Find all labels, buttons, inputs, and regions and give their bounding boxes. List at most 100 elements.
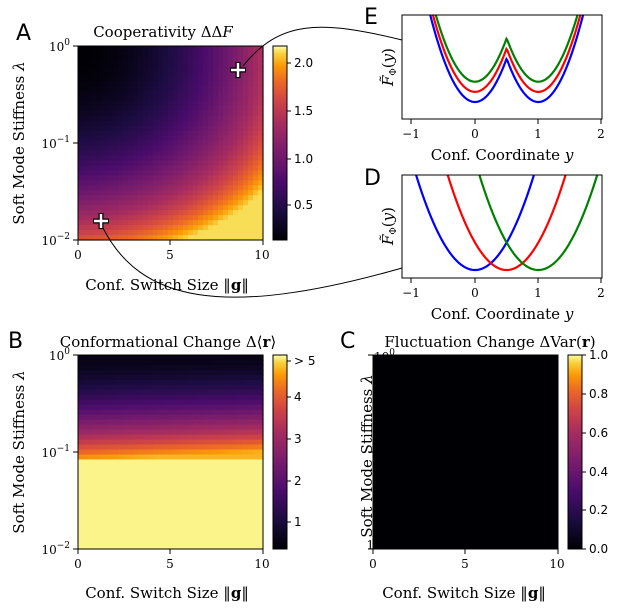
panel-a-heatmap-cell [133, 140, 139, 147]
panel-a-heatmap-cell [238, 170, 244, 176]
panel-b-heatmap-cell [148, 514, 154, 520]
panel-b-heatmap-cell [98, 504, 104, 510]
panel-b-heatmap-cell [123, 514, 129, 520]
panel-a-heatmap-cell [258, 120, 264, 127]
panel-a-heatmap-cell [238, 185, 244, 191]
panel-a-heatmap-cell [143, 46, 149, 52]
panel-b-heatmap-cell [153, 529, 159, 535]
panel-a-heatmap-cell [238, 140, 244, 147]
panel-a-heatmap-cell [193, 200, 199, 206]
panel-a-heatmap-cell [118, 70, 124, 77]
panel-a-heatmap-cell [178, 135, 184, 142]
panel-a-heatmap-cell [228, 190, 234, 196]
panel-b-heatmap-cell [108, 454, 114, 461]
panel-b-heatmap-cell [208, 379, 214, 386]
panel-a-heatmap-cell [218, 110, 224, 117]
panel-a-heatmap-cell [93, 190, 99, 196]
panel-b-heatmap-cell [153, 464, 159, 471]
panel-b-heatmap-cell [113, 454, 119, 461]
panel-b-heatmap-cell [168, 539, 174, 545]
panel-b-heatmap-cell [113, 369, 119, 376]
panel-b-heatmap-cell [113, 379, 119, 386]
panel-a-heatmap-cell [103, 185, 109, 191]
panel-b-heatmap-cell [233, 399, 239, 406]
panel-b-heatmap-cell [223, 509, 229, 515]
panel-b-heatmap-cell [238, 519, 244, 525]
panel-b-heatmap-cell [103, 404, 109, 411]
panel-b-heatmap-cell [218, 484, 224, 490]
panel-a-heatmap-cell [113, 210, 119, 216]
panel-b-heatmap-cell [178, 369, 184, 376]
panel-b-heatmap-cell [123, 444, 129, 451]
svg-text:10: 10 [549, 557, 564, 571]
panel-a-heatmap-cell [228, 80, 234, 87]
panel-b-heatmap-cell [188, 489, 194, 495]
panel-b-heatmap-cell [218, 464, 224, 471]
panel-b-heatmap-cell [203, 369, 209, 376]
panel-b-heatmap-cell [173, 429, 179, 436]
panel-a-heatmap-cell [108, 70, 114, 77]
panel-a-heatmap-cell [243, 180, 249, 186]
panel-a-heatmap-cell [148, 85, 154, 92]
panel-a-heatmap-cell [213, 160, 219, 166]
panel-b-heatmap-cell [228, 544, 234, 550]
panel-a-heatmap-cell [108, 205, 114, 211]
panel-a-heatmap-cell [168, 170, 174, 176]
panel-b-heatmap-cell [88, 519, 94, 525]
panel-a-heatmap-cell [253, 225, 259, 231]
panel-b-heatmap-cell [233, 394, 239, 401]
panel-a-heatmap-cell [193, 160, 199, 166]
panel-b-heatmap-cell [223, 355, 229, 361]
panel-a-heatmap-cell [83, 185, 89, 191]
panel-a-heatmap-cell [198, 140, 204, 147]
panel-b-heatmap-cell [203, 539, 209, 545]
panel-a-heatmap-cell [213, 200, 219, 206]
panel-a-heatmap-cell [223, 145, 229, 152]
panel-a-heatmap-cell [163, 150, 169, 157]
panel-b-heatmap-cell [168, 424, 174, 431]
panel-b-heatmap-cell [98, 449, 104, 456]
panel-b-heatmap-cell [178, 479, 184, 485]
panel-a-heatmap-cell [188, 155, 194, 162]
panel-a-heatmap-cell [138, 70, 144, 77]
panel-b-heatmap-cell [158, 489, 164, 495]
panel-b-heatmap-cell [218, 419, 224, 426]
panel-a-heatmap-cell [203, 205, 209, 211]
panel-b-heatmap-cell [118, 409, 124, 416]
panel-b-heatmap-cell [173, 424, 179, 431]
panel-b-heatmap-cell [98, 439, 104, 446]
panel-a-heatmap-cell [173, 55, 179, 62]
panel-a-heatmap-cell [83, 80, 89, 87]
panel-a-heatmap-cell [198, 170, 204, 176]
panel-a-heatmap-cell [118, 60, 124, 67]
panel-b-heatmap-cell [88, 399, 94, 406]
panel-b-heatmap-cell [213, 399, 219, 406]
panel-b-heatmap-cell [208, 489, 214, 495]
panel-a-heatmap-cell [143, 210, 149, 216]
panel-a-heatmap-cell [138, 46, 144, 52]
panel-b-heatmap-cell [238, 379, 244, 386]
panel-a-heatmap-cell [248, 165, 254, 171]
panel-b-heatmap-cell [168, 524, 174, 530]
panel-b-heatmap-cell [243, 489, 249, 495]
panel-a-heatmap-cell [83, 210, 89, 216]
panel-b-heatmap-cell [233, 404, 239, 411]
panel-b-heatmap-cell [133, 404, 139, 411]
panel-a-heatmap-cell [118, 235, 124, 241]
panel-b-heatmap-cell [153, 519, 159, 525]
panel-a-heatmap-cell [193, 100, 199, 107]
panel-b-heatmap-cell [98, 399, 104, 406]
panel-a-heatmap-cell [193, 225, 199, 231]
panel-b-heatmap-cell [118, 479, 124, 485]
panel-b-heatmap-cell [158, 369, 164, 376]
panel-b-heatmap-cell [198, 355, 204, 361]
panel-a-heatmap-cell [118, 95, 124, 102]
panel-a-heatmap-cell [173, 170, 179, 176]
panel-a-heatmap-cell [178, 175, 184, 181]
panel-a-heatmap-cell [143, 150, 149, 157]
panel-b-heatmap-cell [213, 444, 219, 451]
panel-a-heatmap-cell [108, 85, 114, 92]
panel-a-heatmap-cell [228, 155, 234, 162]
panel-b-heatmap-cell [208, 355, 214, 361]
